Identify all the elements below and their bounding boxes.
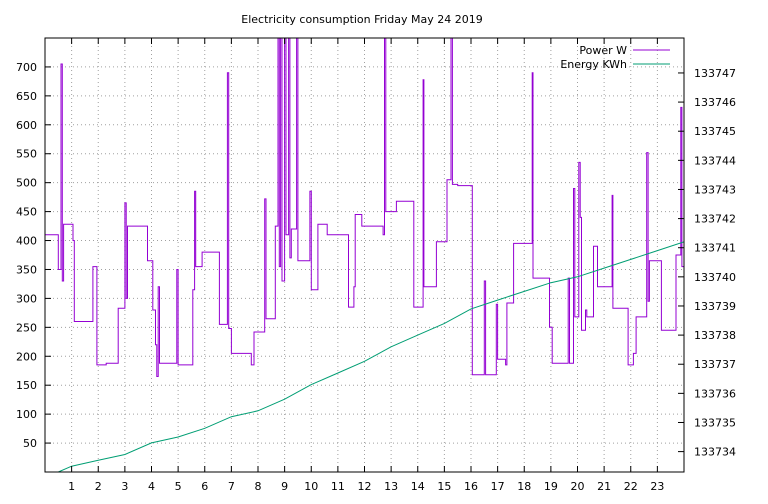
x-tick-label: 9 xyxy=(281,480,288,493)
y2-tick-label: 133738 xyxy=(694,329,736,342)
x-tick-label: 18 xyxy=(517,480,531,493)
series-line-energy-kwh xyxy=(58,241,684,472)
series-layer xyxy=(45,38,684,472)
legend-label: Energy KWh xyxy=(560,58,627,71)
y-tick-label: 300 xyxy=(16,292,37,305)
y2-tick-label: 133735 xyxy=(694,416,736,429)
y-tick-label: 50 xyxy=(23,437,37,450)
y-tick-label: 100 xyxy=(16,408,37,421)
y-tick-label: 350 xyxy=(16,263,37,276)
x-tick-label: 6 xyxy=(201,480,208,493)
y-tick-label: 450 xyxy=(16,206,37,219)
x-tick-label: 14 xyxy=(411,480,425,493)
y-tick-label: 150 xyxy=(16,379,37,392)
x-tick-label: 22 xyxy=(624,480,638,493)
x-tick-label: 11 xyxy=(331,480,345,493)
y-tick-label: 200 xyxy=(16,350,37,363)
x-tick-label: 2 xyxy=(95,480,102,493)
y2-tick-label: 133741 xyxy=(694,242,736,255)
x-tick-label: 1 xyxy=(68,480,75,493)
x-tick-label: 3 xyxy=(121,480,128,493)
x-tick-label: 8 xyxy=(255,480,262,493)
y2-tick-label: 133746 xyxy=(694,96,736,109)
y2-tick-label: 133740 xyxy=(694,271,736,284)
y-tick-label: 400 xyxy=(16,235,37,248)
y2-tick-label: 133743 xyxy=(694,183,736,196)
x-tick-label: 15 xyxy=(437,480,451,493)
y-tick-label: 550 xyxy=(16,148,37,161)
chart-title: Electricity consumption Friday May 24 20… xyxy=(241,13,482,26)
x-tick-label: 17 xyxy=(491,480,505,493)
y2-tick-label: 133745 xyxy=(694,125,736,138)
x-tick-label: 12 xyxy=(358,480,372,493)
y2-tick-label: 133734 xyxy=(694,446,736,459)
y2-tick-label: 133747 xyxy=(694,67,736,80)
y-tick-label: 500 xyxy=(16,177,37,190)
x-tick-label: 19 xyxy=(544,480,558,493)
y-tick-label: 600 xyxy=(16,119,37,132)
y2-tick-label: 133739 xyxy=(694,300,736,313)
y2-tick-label: 133742 xyxy=(694,213,736,226)
x-tick-label: 21 xyxy=(597,480,611,493)
y-tick-label: 700 xyxy=(16,61,37,74)
x-tick-label: 23 xyxy=(650,480,664,493)
x-tick-label: 10 xyxy=(304,480,318,493)
y-tick-label: 250 xyxy=(16,321,37,334)
y2-tick-label: 133737 xyxy=(694,358,736,371)
series-line-power-w xyxy=(45,38,684,377)
grid-layer xyxy=(45,38,684,472)
y2-tick-label: 133736 xyxy=(694,387,736,400)
legend-label: Power W xyxy=(579,44,627,57)
x-tick-label: 7 xyxy=(228,480,235,493)
x-tick-label: 16 xyxy=(464,480,478,493)
x-tick-label: 5 xyxy=(175,480,182,493)
x-tick-label: 20 xyxy=(571,480,585,493)
x-tick-label: 4 xyxy=(148,480,155,493)
y-tick-label: 650 xyxy=(16,90,37,103)
axis-layer: 1 2 3 4 5 6 7 8 9 10 11 12 13 14 15 16 17 18 19 20 21 22 23501… xyxy=(16,37,736,493)
x-tick-label: 13 xyxy=(384,480,398,493)
y2-tick-label: 133744 xyxy=(694,154,736,167)
